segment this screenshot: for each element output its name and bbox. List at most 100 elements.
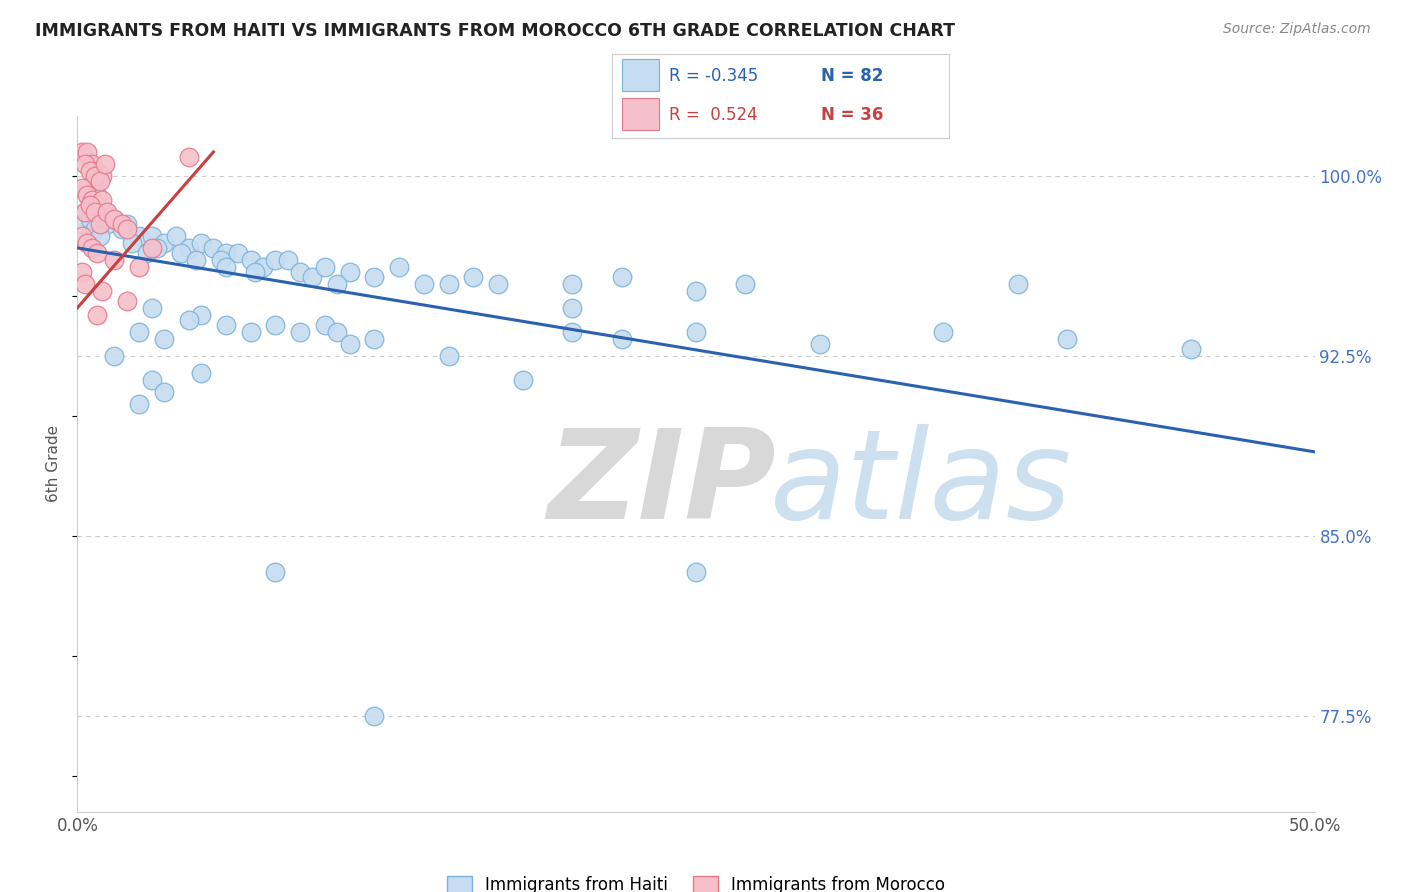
Point	[561, 277, 583, 291]
Point	[239, 252, 262, 267]
Point	[128, 325, 150, 339]
Point	[76, 188, 98, 202]
Text: atlas: atlas	[770, 425, 1073, 545]
Point	[239, 325, 262, 339]
Point	[437, 277, 460, 291]
Point	[79, 212, 101, 227]
Y-axis label: 6th Grade: 6th Grade	[46, 425, 62, 502]
Point	[1007, 277, 1029, 291]
Text: ZIP: ZIP	[547, 425, 776, 545]
Point	[128, 260, 150, 274]
Point	[363, 332, 385, 346]
Point	[226, 245, 249, 260]
Point	[96, 217, 118, 231]
Point	[91, 169, 114, 183]
Point	[86, 188, 108, 202]
Point	[1180, 342, 1202, 356]
Bar	[621, 97, 659, 130]
Point	[91, 193, 114, 207]
Point	[115, 293, 138, 308]
Point	[79, 193, 101, 207]
Point	[252, 260, 274, 274]
Text: Source: ZipAtlas.com: Source: ZipAtlas.com	[1223, 22, 1371, 37]
Point	[115, 217, 138, 231]
Point	[301, 269, 323, 284]
Point	[86, 308, 108, 322]
Point	[141, 228, 163, 243]
Point	[86, 245, 108, 260]
Point	[72, 265, 94, 279]
Point	[561, 325, 583, 339]
Point	[82, 198, 104, 212]
Point	[111, 217, 134, 231]
Point	[93, 157, 115, 171]
Point	[685, 284, 707, 298]
Point	[86, 198, 108, 212]
Point	[72, 228, 94, 243]
Point	[245, 265, 267, 279]
Point	[76, 181, 98, 195]
Point	[685, 565, 707, 579]
Point	[512, 373, 534, 387]
Point	[153, 384, 176, 399]
Point	[808, 337, 831, 351]
Point	[264, 565, 287, 579]
Text: N = 82: N = 82	[821, 67, 883, 85]
Point	[184, 252, 207, 267]
Point	[141, 373, 163, 387]
Point	[89, 228, 111, 243]
Point	[177, 150, 200, 164]
Point	[111, 221, 134, 235]
Point	[610, 269, 633, 284]
Point	[165, 228, 187, 243]
Point	[79, 198, 101, 212]
Point	[89, 174, 111, 188]
Point	[121, 236, 143, 251]
Point	[73, 157, 96, 171]
Point	[128, 397, 150, 411]
Point	[91, 284, 114, 298]
Point	[215, 260, 238, 274]
Point	[135, 245, 157, 260]
Point	[141, 241, 163, 255]
Point	[153, 236, 176, 251]
Text: IMMIGRANTS FROM HAITI VS IMMIGRANTS FROM MOROCCO 6TH GRADE CORRELATION CHART: IMMIGRANTS FROM HAITI VS IMMIGRANTS FROM…	[35, 22, 955, 40]
Point	[73, 277, 96, 291]
Point	[103, 212, 125, 227]
Point	[190, 366, 212, 380]
Text: R =  0.524: R = 0.524	[669, 105, 758, 123]
Point	[486, 277, 509, 291]
Point	[190, 308, 212, 322]
Point	[103, 252, 125, 267]
Point	[79, 164, 101, 178]
Point	[145, 241, 167, 255]
Point	[82, 193, 104, 207]
Point	[339, 265, 361, 279]
Point	[1056, 332, 1078, 346]
Point	[86, 164, 108, 178]
Point	[103, 212, 125, 227]
Point	[76, 145, 98, 159]
Point	[215, 318, 238, 332]
Point	[685, 325, 707, 339]
Point	[363, 269, 385, 284]
Point	[215, 245, 238, 260]
Point	[153, 332, 176, 346]
Point	[72, 217, 94, 231]
Point	[437, 349, 460, 363]
Point	[76, 236, 98, 251]
Text: N = 36: N = 36	[821, 105, 883, 123]
Point	[932, 325, 955, 339]
Point	[115, 221, 138, 235]
Point	[72, 145, 94, 159]
Point	[339, 337, 361, 351]
Point	[103, 349, 125, 363]
Point	[190, 236, 212, 251]
Point	[83, 205, 105, 219]
Point	[264, 318, 287, 332]
Point	[610, 332, 633, 346]
Point	[91, 205, 114, 219]
Bar	[621, 59, 659, 91]
Point	[82, 157, 104, 171]
Point	[209, 252, 232, 267]
